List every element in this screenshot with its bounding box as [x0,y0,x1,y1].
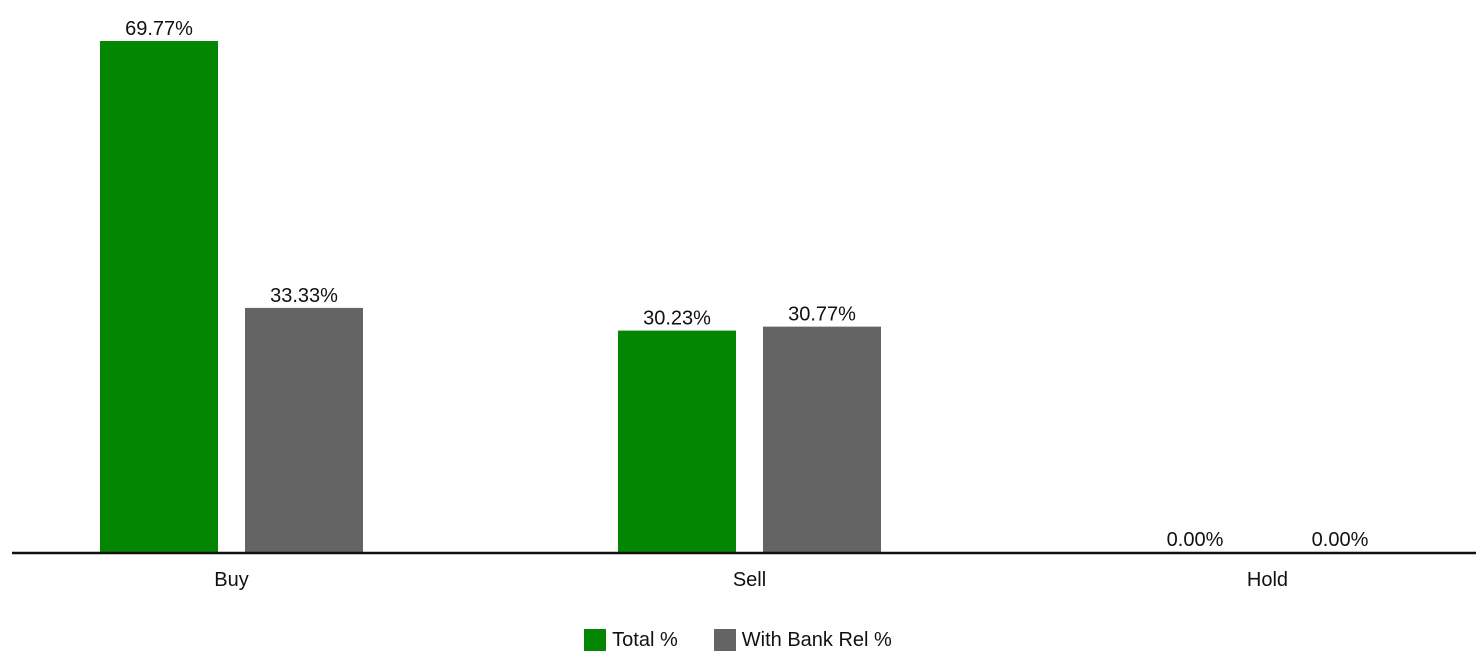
bar-buy-s1 [245,307,363,552]
legend-swatch-total [584,629,607,651]
data-label-hold-s0: 0.00% [1167,529,1224,551]
x-tick-label-sell: Sell [733,569,766,591]
x-tick-label-hold: Hold [1247,569,1288,591]
data-label-sell-s1: 30.77% [788,304,856,326]
x-tick-label-buy: Buy [214,569,248,591]
data-label-hold-s1: 0.00% [1312,529,1369,551]
bar-sell-s0 [618,330,736,552]
bar-buy-s0 [100,41,218,552]
legend-swatch-with-bank-rel [713,629,736,651]
bar-sell-s1 [763,326,881,552]
data-label-sell-s0: 30.23% [643,308,711,330]
legend-item-total: Total % [584,628,678,652]
data-label-buy-s0: 69.77% [125,18,193,40]
legend-item-with-bank-rel: With Bank Rel % [713,628,892,652]
legend-label-with-bank-rel: With Bank Rel % [741,629,892,651]
legend: Total % With Bank Rel % [0,628,1476,652]
legend-label-total: Total % [612,629,678,651]
data-label-buy-s1: 33.33% [270,285,338,307]
